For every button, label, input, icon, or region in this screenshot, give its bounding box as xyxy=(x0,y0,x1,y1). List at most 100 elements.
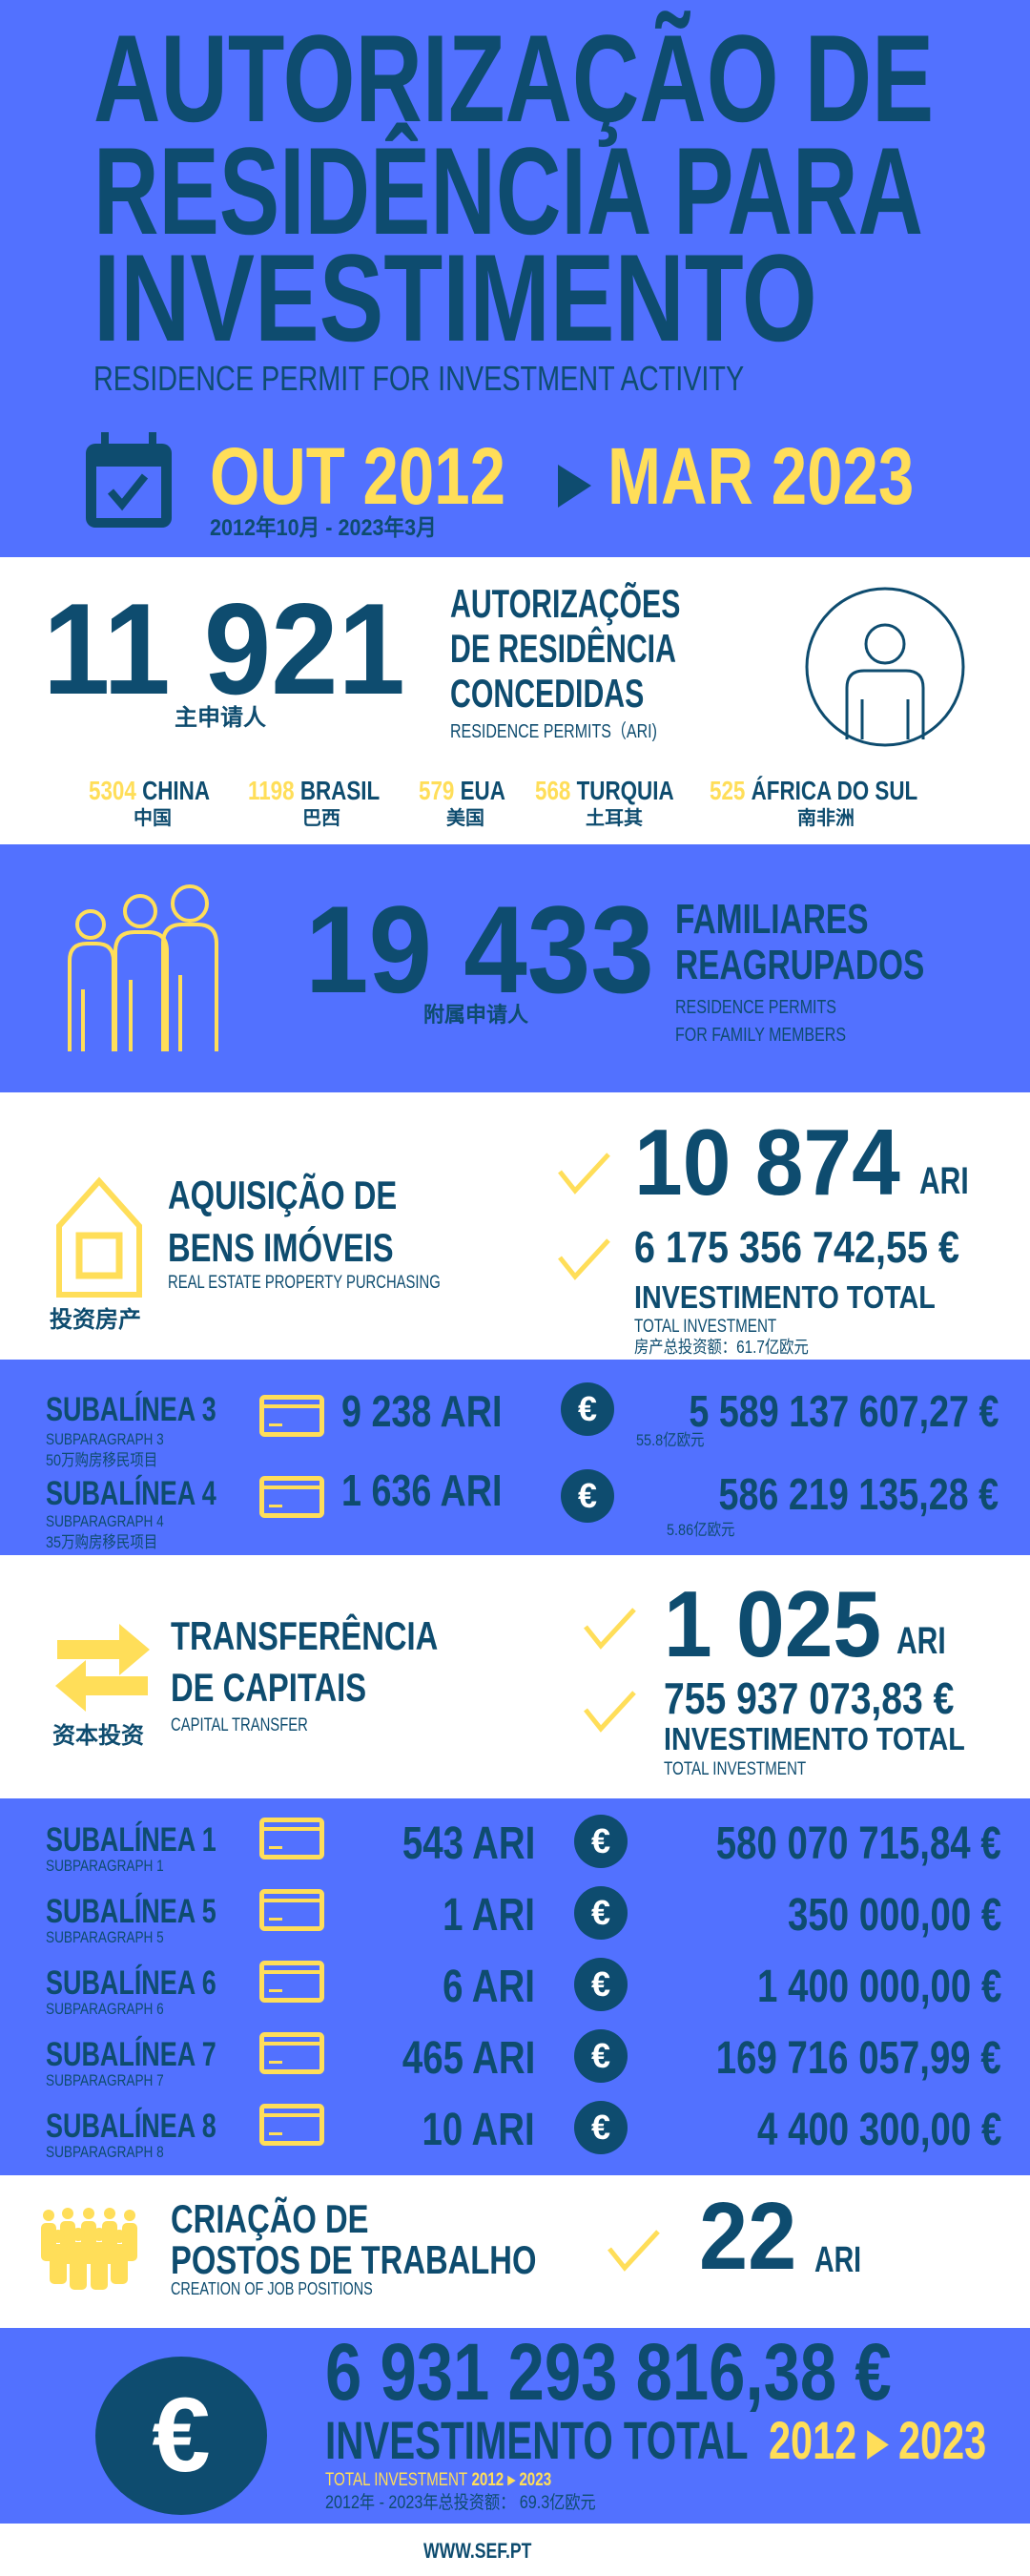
check-icon xyxy=(558,1238,610,1280)
capital-breakdown xyxy=(0,1798,1030,2175)
capital-heading-1: TRANSFERÊNCIA xyxy=(171,1613,439,1658)
real-estate-investment-cn: 房产总投资额：61.7亿欧元 xyxy=(634,1338,809,1357)
row-amount: 580 070 715,84 € xyxy=(716,1818,1001,1869)
real-estate-investment: 6 175 356 742,55 € xyxy=(634,1222,959,1272)
row-amount: 586 219 135,28 € xyxy=(718,1469,999,1519)
real-estate-heading-2: BENS IMÓVEIS xyxy=(168,1225,394,1270)
row-label: SUBALÍNEA 3 xyxy=(46,1391,216,1428)
capital-heading-2: DE CAPITAIS xyxy=(171,1665,367,1710)
row-sub: SUBPARAGRAPH 4 xyxy=(46,1512,164,1530)
row-sub: SUBPARAGRAPH 5 xyxy=(46,1928,164,1946)
check-icon xyxy=(608,2230,660,2272)
period-cn: 2012年10月 - 2023年3月 xyxy=(210,515,437,541)
country-brasil-cn: 巴西 xyxy=(302,808,340,829)
card-icon xyxy=(259,1395,324,1437)
check-icon xyxy=(584,1691,636,1733)
row-cn: 35万购房移民项目 xyxy=(46,1533,158,1551)
jobs-subtitle: CREATION OF JOB POSITIONS xyxy=(171,2279,373,2298)
capital-subtitle: CAPITAL TRANSFER xyxy=(171,1715,308,1735)
card-icon xyxy=(259,1961,324,2003)
total-cn: 2012年 - 2023年总投资额： 69.3亿欧元 xyxy=(325,2493,596,2513)
capital-ari-count: 1 025 xyxy=(664,1571,882,1676)
page-title-line-3: INVESTIMENTO xyxy=(93,228,817,367)
card-icon xyxy=(259,2032,324,2074)
row-label: SUBALÍNEA 6 xyxy=(46,1964,216,2002)
country-africa-do-sul-cn: 南非洲 xyxy=(797,808,855,829)
real-estate-investment-sub: TOTAL INVESTMENT xyxy=(634,1317,777,1337)
country-eua: 579 EUA xyxy=(419,776,505,805)
jobs-heading-1: CRIAÇÃO DE xyxy=(171,2196,369,2241)
row-ari: 9 238 ARI xyxy=(341,1386,503,1436)
capital-section xyxy=(0,1555,1030,1798)
row-ari: 1 636 ARI xyxy=(341,1465,503,1515)
house-icon xyxy=(56,1176,142,1298)
row-ari: 1 ARI xyxy=(443,1890,535,1941)
family-section xyxy=(0,844,1030,1092)
euro-circle-icon: € xyxy=(574,2101,628,2154)
euro-circle-icon: € xyxy=(574,2029,628,2083)
real-estate-investment-label: INVESTIMENTO TOTAL xyxy=(634,1279,936,1315)
country-africa-do-sul: 525 ÁFRICA DO SUL xyxy=(710,776,918,805)
card-icon xyxy=(259,1818,324,1859)
page-subtitle: RESIDENCE PERMIT FOR INVESTMENT ACTIVITY xyxy=(93,359,745,398)
row-ari: 6 ARI xyxy=(443,1962,535,2012)
permits-count: 11 921 xyxy=(43,576,405,721)
row-label: SUBALÍNEA 4 xyxy=(46,1475,216,1512)
row-amount-cn: 5.86亿欧元 xyxy=(667,1521,735,1539)
family-count: 19 433 xyxy=(305,880,654,1019)
header-section xyxy=(0,0,1030,557)
jobs-ari-count: 22 xyxy=(699,2183,797,2290)
row-amount: 1 400 000,00 € xyxy=(756,1962,1001,2012)
total-label: INVESTIMENTO TOTAL xyxy=(325,2410,749,2470)
permits-heading-2: DE RESIDÊNCIA xyxy=(450,626,676,671)
row-amount: 350 000,00 € xyxy=(787,1890,1001,1941)
calendar-check-icon xyxy=(86,432,172,528)
country-eua-cn: 美国 xyxy=(446,808,484,829)
row-amount: 5 589 137 607,27 € xyxy=(688,1386,999,1436)
people-group-icon xyxy=(41,2208,137,2290)
euro-circle-icon: € xyxy=(574,1815,628,1868)
card-icon xyxy=(259,1476,324,1518)
row-sub: SUBPARAGRAPH 3 xyxy=(46,1430,164,1448)
permits-heading-1: AUTORIZAÇÕES xyxy=(450,581,681,626)
row-label: SUBALÍNEA 1 xyxy=(46,1821,216,1859)
row-label: SUBALÍNEA 5 xyxy=(46,1893,216,1930)
country-china-cn: 中国 xyxy=(134,808,172,829)
play-arrow-icon xyxy=(558,465,591,508)
row-ari: 465 ARI xyxy=(402,2033,535,2084)
real-estate-ari-count: 10 874 xyxy=(634,1110,900,1215)
permits-count-cn: 主申请人 xyxy=(175,705,266,731)
jobs-ari-unit: ARI xyxy=(814,2240,862,2280)
euro-circle-icon: € xyxy=(561,1382,614,1436)
row-amount: 4 400 300,00 € xyxy=(756,2105,1001,2155)
total-sub: TOTAL INVESTMENT 2012 ▸ 2023 xyxy=(325,2470,552,2490)
row-ari: 543 ARI xyxy=(402,1818,535,1869)
real-estate-subtitle: REAL ESTATE PROPERTY PURCHASING xyxy=(168,1273,441,1293)
euro-circle-icon: € xyxy=(95,2357,267,2515)
family-heading-1: FAMILIARES xyxy=(675,896,869,943)
real-estate-heading-1: AQUISIÇÃO DE xyxy=(168,1173,398,1217)
family-subtitle-1: RESIDENCE PERMITS xyxy=(675,997,836,1018)
family-icon xyxy=(68,884,218,1051)
capital-investment-sub: TOTAL INVESTMENT xyxy=(664,1759,807,1779)
row-sub: SUBPARAGRAPH 6 xyxy=(46,2000,164,2018)
permits-heading-3: CONCEDIDAS xyxy=(450,671,645,716)
period-start: OUT 2012 xyxy=(210,431,506,521)
footer xyxy=(0,2524,1030,2576)
transfer-arrows-icon xyxy=(55,1624,150,1712)
page-title-line-2: RESIDÊNCIA PARA xyxy=(93,121,924,260)
page-title-line-1: AUTORIZAÇÃO DE xyxy=(93,9,935,148)
total-years: 2012 ▸ 2023 xyxy=(769,2410,987,2470)
row-label: SUBALÍNEA 8 xyxy=(46,2108,216,2145)
capital-ari-unit: ARI xyxy=(896,1620,946,1662)
footer-url-link[interactable]: WWW.SEF.PT xyxy=(423,2539,532,2563)
person-circle-icon xyxy=(805,587,965,747)
row-label: SUBALÍNEA 7 xyxy=(46,2036,216,2073)
euro-circle-icon: € xyxy=(574,1886,628,1940)
real-estate-breakdown xyxy=(0,1360,1030,1555)
row-cn: 50万购房移民项目 xyxy=(46,1451,158,1469)
row-sub: SUBPARAGRAPH 7 xyxy=(46,2071,164,2089)
family-count-cn: 附属申请人 xyxy=(423,1003,529,1027)
permits-subtitle: RESIDENCE PERMITS（ARI) xyxy=(450,721,657,742)
jobs-section xyxy=(0,2175,1030,2328)
